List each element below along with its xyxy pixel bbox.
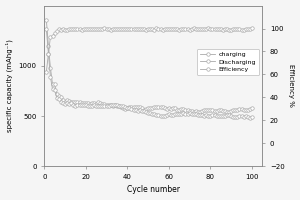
Discharging (84, 104, 88, 107)
Efficiency (250, 27, 254, 30)
charging (192, 111, 196, 113)
Legend: charging, Discharging, Efficiency: charging, Discharging, Efficiency (197, 49, 259, 75)
Discharging (248, 117, 252, 119)
charging (44, 18, 48, 21)
charging (250, 107, 254, 110)
charging (84, 102, 88, 104)
Efficiency (84, 28, 88, 30)
charging (242, 108, 245, 111)
Discharging (151, 112, 154, 115)
Efficiency (103, 27, 106, 29)
charging (167, 107, 171, 110)
Discharging (250, 116, 254, 118)
Y-axis label: specific capacity (mAhg⁻¹): specific capacity (mAhg⁻¹) (6, 39, 13, 132)
Efficiency (92, 28, 96, 31)
Discharging (44, 27, 48, 30)
Discharging (167, 113, 171, 116)
Y-axis label: Efficiency %: Efficiency % (288, 64, 294, 107)
Efficiency (242, 29, 245, 31)
charging (236, 108, 239, 111)
X-axis label: Cycle number: Cycle number (127, 185, 180, 194)
Efficiency (152, 28, 156, 31)
Discharging (240, 115, 243, 118)
Discharging (233, 116, 237, 118)
Line: Efficiency: Efficiency (45, 27, 254, 74)
Line: charging: charging (45, 18, 254, 114)
charging (92, 102, 96, 104)
Efficiency (169, 28, 173, 30)
Efficiency (44, 71, 48, 73)
Efficiency (236, 28, 239, 30)
Line: Discharging: Discharging (45, 27, 254, 120)
Discharging (92, 104, 96, 107)
charging (151, 107, 154, 110)
